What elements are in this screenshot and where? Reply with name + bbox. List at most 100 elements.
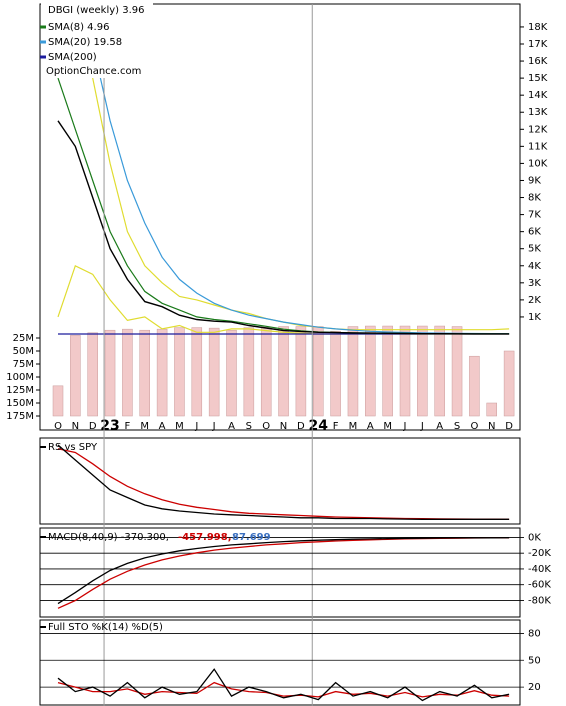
y-tick-label: 15K (528, 73, 548, 84)
volume-bar (469, 355, 480, 417)
y-tick-label: 175M (6, 411, 34, 422)
x-tick-label: A (367, 421, 374, 432)
x-tick-label: S (454, 421, 460, 432)
volume-bar (486, 402, 497, 417)
y-tick-label: 12K (528, 124, 548, 135)
legend-label: SMA(200) (48, 52, 97, 63)
x-tick-label: J (194, 421, 198, 432)
x-tick-label: J (420, 421, 424, 432)
x-tick-label: M (349, 421, 358, 432)
macd-panel (39, 527, 521, 618)
plot-layer: 25M50M75M100M125M150M175M1K2K3K4K5K6K7K8… (6, 4, 551, 706)
volume-bar (313, 326, 324, 417)
x-tick-label: M (383, 421, 392, 432)
legend: SMA(8) 4.96 SMA(20) 19.58 SMA(200) (40, 22, 122, 63)
y-tick-label: 25M (13, 333, 34, 344)
series-line (57, 77, 510, 335)
y-tick-label: 6K (528, 227, 541, 238)
y-tick-label: 13K (528, 107, 548, 118)
price-panel (39, 3, 521, 431)
y-tick-label: 150M (6, 398, 34, 409)
y-tick-label: 20 (528, 682, 541, 693)
volume-bar (104, 329, 116, 417)
y-tick-label: 14K (528, 90, 548, 101)
x-tick-label: A (159, 421, 166, 432)
sto-panel (39, 619, 521, 706)
y-tick-label: 2K (528, 295, 541, 306)
legend-label: SMA(20) 19.58 (48, 37, 122, 48)
volume-bar (226, 329, 237, 417)
series-line (57, 668, 510, 702)
y-tick-label: 5K (528, 244, 541, 255)
histogram-label: 87.699 (232, 532, 271, 543)
y-tick-label: -40K (528, 564, 551, 575)
y-tick-label: -60K (528, 580, 551, 591)
x-tick-label: D (297, 421, 305, 432)
x-tick-label: M (175, 421, 184, 432)
panel-title: RS vs SPY (48, 442, 98, 453)
y-tick-label: 16K (528, 56, 548, 67)
y-tick-label: 11K (528, 141, 548, 152)
volume-bar (399, 325, 411, 417)
series-line (57, 537, 510, 609)
x-tick-label: J (403, 421, 407, 432)
y-tick-label: 10K (528, 158, 548, 169)
series-line (57, 448, 510, 520)
volume-bar (208, 327, 220, 417)
y-tick-label: 125M (6, 385, 34, 396)
volume-bar (191, 327, 203, 417)
rs-panel (39, 437, 521, 525)
x-tick-label: A (436, 421, 443, 432)
x-tick-label: F (333, 421, 339, 432)
y-tick-label: 1K (528, 312, 541, 323)
y-tick-label: -80K (528, 595, 551, 606)
x-tick-label: N (280, 421, 287, 432)
volume-bar (243, 327, 255, 417)
volume-bar (139, 329, 150, 417)
y-tick-label: 75M (13, 359, 34, 370)
series-line (57, 537, 510, 605)
y-tick-label: 50M (13, 346, 34, 357)
x-tick-label: N (72, 421, 79, 432)
y-tick-label: 17K (528, 39, 548, 50)
legend-label: SMA(8) 4.96 (48, 22, 109, 33)
x-tick-label: M (140, 421, 149, 432)
x-tick-label: D (505, 421, 513, 432)
volume-bar (52, 385, 64, 417)
watermark: OptionChance.com (46, 66, 141, 77)
panel-title: MACD(8,40,9) -370.300, (48, 532, 169, 543)
series-line (57, 120, 510, 335)
x-tick-label: N (488, 421, 495, 432)
volume-bar (347, 326, 359, 417)
volume-bar (87, 332, 98, 417)
series-line (83, 4, 510, 335)
x-tick-label: S (246, 421, 252, 432)
chart-title: DBGI (weekly) 3.96 (48, 5, 144, 16)
x-tick-label: O (54, 421, 62, 432)
volume-bar (278, 326, 289, 417)
signal-label: -457.998, (178, 532, 232, 543)
x-tick-label: D (89, 421, 97, 432)
x-tick-label: 24 (309, 418, 329, 434)
volume-bar (70, 335, 81, 417)
y-tick-label: 100M (6, 372, 34, 383)
x-tick-label: J (212, 421, 216, 432)
volume-bar (330, 330, 341, 417)
y-tick-label: 7K (528, 210, 541, 221)
volume-bar (365, 325, 376, 417)
legend-box (41, 2, 153, 78)
series-line (57, 444, 510, 520)
volume-bar (451, 326, 463, 417)
y-tick-label: 0K (528, 532, 541, 543)
y-tick-label: -20K (528, 548, 551, 559)
y-tick-label: 8K (528, 193, 541, 204)
volume-bar (434, 325, 445, 417)
y-tick-label: 50 (528, 655, 541, 666)
volume-bar (417, 325, 428, 417)
volume-bar (503, 350, 515, 417)
volume-bar (260, 326, 272, 417)
volume-bar (122, 328, 133, 417)
y-tick-label: 4K (528, 261, 541, 272)
y-tick-label: 80 (528, 628, 541, 639)
